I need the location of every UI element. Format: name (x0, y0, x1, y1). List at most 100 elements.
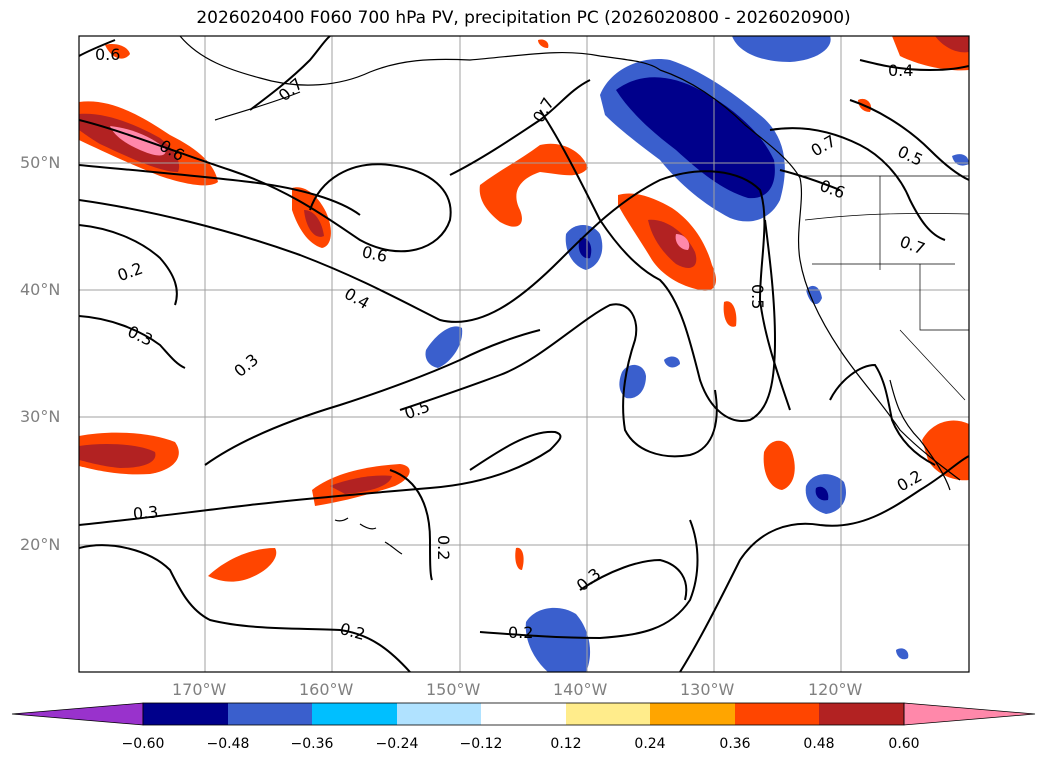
coast-alaska (179, 36, 661, 86)
lon-label-130w: 130°W (680, 680, 735, 699)
colorbar-tick: −0.60 (121, 736, 165, 752)
colorbar-tick: 0.48 (803, 736, 835, 752)
precip-core-top-right (935, 36, 969, 53)
precip-neg-small-2 (806, 285, 822, 305)
contour-label: 0.2 (115, 259, 145, 286)
contour-label: 0.6 (95, 45, 120, 64)
contour-0.3-west (79, 315, 186, 369)
contour-label: 0.3 (125, 322, 156, 350)
precip-core-135w (648, 219, 697, 268)
colorbar-segment (143, 703, 228, 725)
lat-label-30n: 30°N (20, 407, 61, 426)
contour-0.7-east (769, 127, 946, 241)
contour-0.2-west (79, 224, 178, 306)
contour-label: 0.3 (132, 502, 159, 523)
contour-0.3-south (79, 430, 562, 526)
contour-label: 0.4 (888, 61, 913, 80)
coast-aleutians (214, 91, 301, 121)
map-title: 2026020400 F060 700 hPa PV, precipitatio… (196, 8, 851, 28)
colorbar-segment (735, 703, 819, 725)
border-az (899, 329, 966, 401)
colorbar (11, 702, 1036, 726)
contour-0.6-top (79, 39, 116, 57)
contour-label: 0.2 (434, 535, 453, 560)
contour-label: 0.2 (338, 619, 368, 644)
lat-label-20n: 20°N (20, 535, 61, 554)
colorbar-tick: 0.24 (634, 736, 666, 752)
precip-region-145w (479, 143, 588, 227)
precip-region-right-28n (922, 420, 969, 481)
colorbar-segment (228, 703, 312, 725)
precip-core-27n (79, 444, 156, 468)
lat-label-50n: 50°N (20, 153, 61, 172)
contour-0.2-mid (389, 469, 433, 581)
contour-label: 0.5 (895, 142, 926, 170)
map-frame (78, 35, 970, 673)
precip-neg-core-122w (815, 486, 829, 501)
contour-label: 0.6 (817, 176, 847, 203)
colorbar-tick: −0.36 (290, 736, 334, 752)
precip-neg-region-top (732, 36, 831, 62)
precip-core-160w (304, 210, 324, 237)
lat-label-40n: 40°N (20, 280, 61, 299)
precip-region-168w (208, 548, 277, 582)
state-borders (800, 175, 969, 401)
colorbar-segment (566, 703, 650, 725)
contour-0.5-loop (399, 303, 718, 458)
contour-label: 0.4 (341, 284, 373, 313)
pv-contours (79, 36, 969, 672)
colorbar-extend-left (11, 702, 144, 726)
lon-label-170w: 170°W (172, 680, 227, 699)
colorbar-tick: −0.12 (459, 736, 503, 752)
contour-label: 0.7 (275, 74, 307, 105)
map-content: 0.6 0.7 0.6 0.2 0.3 0.6 0.4 0.3 0.5 0.7 … (79, 36, 969, 672)
contour-label: 0.2 (894, 466, 926, 495)
precip-small-2 (723, 301, 737, 327)
contour-0.3-se (579, 558, 688, 601)
precip-neg-region-south (525, 607, 591, 672)
colorbar-tick: 0.36 (719, 736, 751, 752)
contour-label: 0.5 (748, 284, 767, 309)
coastlines (179, 36, 961, 555)
precip-neg-small-4 (896, 648, 909, 660)
precip-neg-small-1 (664, 356, 680, 368)
contour-label: 0.3 (573, 564, 605, 595)
lon-label-120w: 120°W (808, 680, 863, 699)
contour-label: 0.2 (508, 623, 533, 642)
colorbar-segment (397, 703, 481, 725)
contour-0.5-east (849, 99, 969, 181)
precip-neg-core-main (616, 77, 775, 199)
contour-labels: 0.6 0.7 0.6 0.2 0.3 0.6 0.4 0.3 0.5 0.7 … (95, 45, 928, 644)
contour-0.6-east (779, 169, 841, 191)
precip-neg-core-142w (578, 237, 592, 259)
colorbar-extend-right (903, 702, 1036, 726)
contour-0.7-main (539, 109, 777, 422)
colorbar-segment (312, 703, 397, 725)
contour-0.4-ne (859, 59, 969, 72)
precip-small-1 (105, 44, 130, 59)
contour-0.3-right (829, 363, 936, 466)
precip-small-3 (515, 547, 524, 570)
precip-neg-small-3 (952, 154, 969, 166)
colorbar-segment (481, 703, 566, 725)
border-nv (919, 264, 969, 331)
contour-0.7-west (79, 164, 361, 216)
lon-label-140w: 140°W (553, 680, 608, 699)
graticule (79, 36, 969, 672)
contour-0.7-top (249, 36, 331, 111)
colorbar-tick: −0.24 (375, 736, 419, 752)
contour-label: 0.7 (529, 94, 558, 126)
colorbar-tick: 0.12 (550, 736, 582, 752)
precip-peak-135w (675, 234, 690, 250)
border-wa-or (804, 213, 969, 221)
colorbar-frame (142, 702, 905, 726)
coast-hawaii (334, 517, 403, 555)
contour-0.6-nw (79, 119, 452, 253)
contour-label: 0.6 (360, 242, 389, 266)
contour-0.2-right (679, 455, 969, 672)
contour-0.2-south (79, 544, 411, 672)
colorbar-segment (819, 703, 904, 725)
contour-label: 0.7 (897, 232, 927, 259)
colorbar-tick: −0.48 (206, 736, 250, 752)
contour-0.7-center (449, 79, 591, 176)
